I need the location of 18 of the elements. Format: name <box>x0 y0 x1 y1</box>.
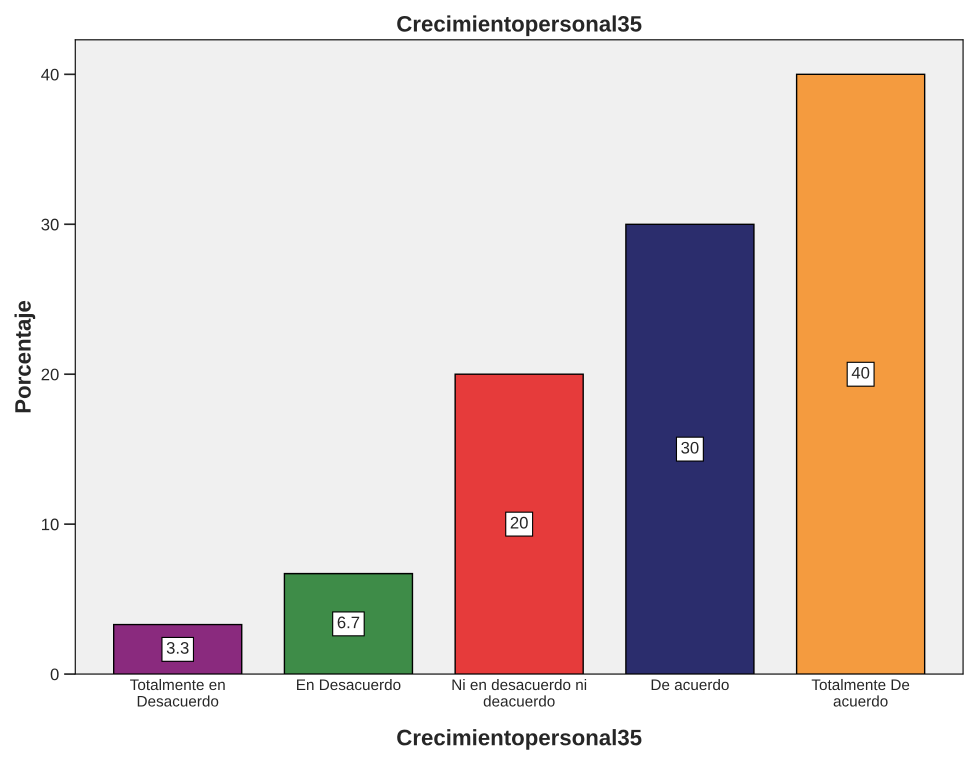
x-tick-label: Totalmente en Desacuerdo <box>130 678 225 707</box>
y-tick-label: 30 <box>41 218 59 230</box>
data-label: 6.7 <box>338 616 360 628</box>
x-axis-title: Crecimientopersonal35 <box>397 729 642 750</box>
x-tick-label: De acuerdo <box>652 678 729 690</box>
x-tick-label: Ni en desacuerdo ni deacuerdo <box>452 678 586 707</box>
chart-title: Crecimientopersonal35 <box>397 15 642 36</box>
y-axis-title: Porcentaje <box>14 300 36 412</box>
data-label: 30 <box>681 442 699 454</box>
data-label: 20 <box>510 516 528 529</box>
y-tick-label: 20 <box>42 368 59 380</box>
data-label: 40 <box>852 366 870 379</box>
data-label: 3.3 <box>166 642 189 654</box>
y-tick-label: 0 <box>50 668 59 680</box>
y-tick-label: 40 <box>41 68 59 81</box>
x-tick-label: Totalmente De acuerdo <box>812 678 910 707</box>
x-tick-label: En Desacuerdo <box>297 678 400 690</box>
y-tick-label: 10 <box>42 518 59 530</box>
